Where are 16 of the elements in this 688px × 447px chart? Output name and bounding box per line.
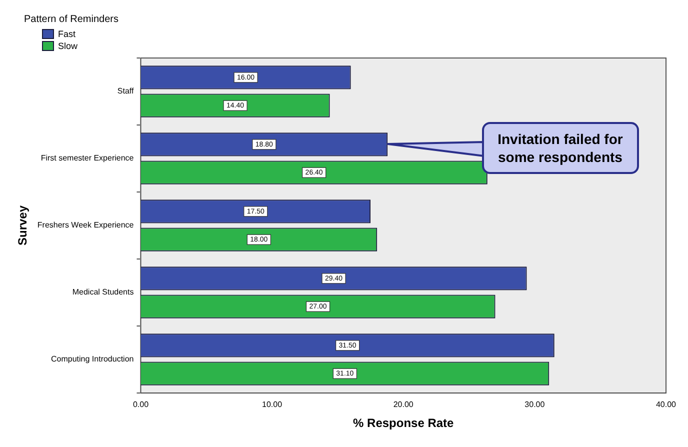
legend-title: Pattern of Reminders: [24, 14, 118, 25]
y-tick-label: Freshers Week Experience: [37, 220, 134, 230]
x-tick-label: 40.00: [656, 400, 677, 410]
y-tick-label: Medical Students: [72, 288, 134, 297]
legend-label: Slow: [58, 40, 78, 52]
y-tick-label: Computing Introduction: [51, 354, 134, 364]
x-tick-label: 20.00: [393, 400, 414, 410]
x-axis-title: % Response Rate: [353, 416, 454, 430]
y-tick-label: First semester Experience: [40, 154, 134, 163]
x-tick-label: 30.00: [524, 400, 546, 410]
y-tick-label: Staff: [117, 86, 135, 96]
x-tick-label: 0.00: [132, 400, 150, 410]
y-axis-title: Survey: [16, 205, 30, 246]
annotation: Invitation failed for some respondents: [482, 122, 639, 174]
x-tick-label: 10.00: [262, 400, 283, 410]
legend-label: Fast: [58, 28, 76, 40]
